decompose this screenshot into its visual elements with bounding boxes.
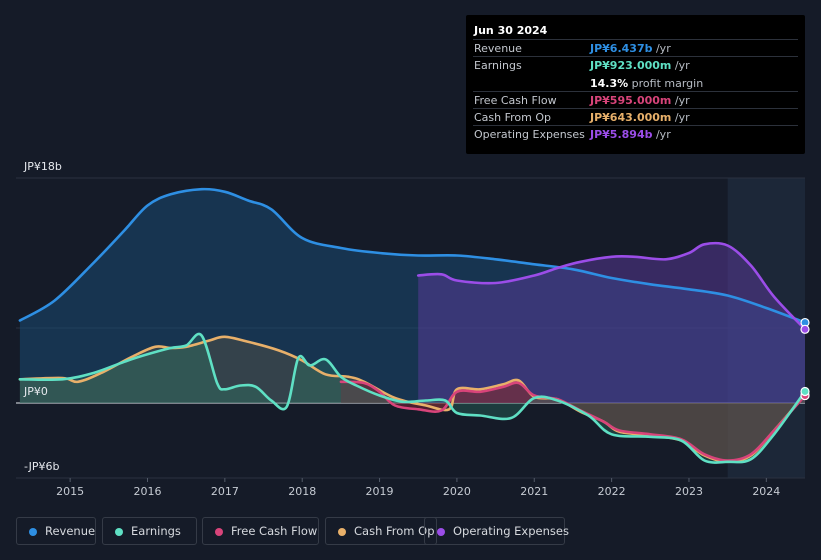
legend-dot-icon	[215, 528, 223, 536]
legend-dot-icon	[115, 528, 123, 536]
legend-label: Free Cash Flow	[231, 524, 318, 538]
tooltip-label: Revenue	[474, 42, 522, 55]
legend-dot-icon	[437, 528, 445, 536]
tooltip-row-earnings: Earnings JP¥923.000m /yr	[466, 56, 805, 73]
legend-item-operating-expenses[interactable]: Operating Expenses	[424, 517, 569, 545]
earnings-end-marker	[800, 386, 810, 397]
tooltip-value: JP¥5.894b /yr	[590, 128, 671, 141]
tooltip-label: Earnings	[474, 59, 522, 72]
tooltip-value: JP¥595.000m /yr	[590, 94, 690, 107]
legend-item-free-cash-flow[interactable]: Free Cash Flow	[202, 517, 319, 545]
x-tick-label: 2020	[443, 485, 471, 498]
operating-expenses-area	[418, 243, 805, 403]
earnings-area	[19, 333, 805, 463]
cash-from-op-area	[19, 336, 805, 462]
legend-label: Earnings	[131, 524, 181, 538]
legend-label: Operating Expenses	[453, 524, 569, 538]
x-axis-ticks: 2015 2016 2017 2018 2019 2020 2021 2022 2023 2024	[56, 478, 780, 498]
legend-item-cash-from-op[interactable]: Cash From Op	[325, 517, 437, 545]
tooltip-date: Jun 30 2024	[474, 24, 548, 37]
end-markers	[800, 317, 810, 401]
earnings-line	[18, 332, 807, 464]
tooltip-row-free-cash-flow: Free Cash Flow JP¥595.000m /yr	[466, 91, 805, 108]
operating-expenses-line	[416, 241, 807, 331]
legend-dot-icon	[29, 528, 37, 536]
tooltip-label: Cash From Op	[474, 111, 552, 124]
tooltip-row-revenue: Revenue JP¥6.437b /yr	[466, 39, 805, 56]
revenue-line	[18, 187, 807, 324]
legend-item-revenue[interactable]: Revenue	[16, 517, 96, 545]
x-tick-label: 2022	[598, 485, 626, 498]
tooltip-label: Free Cash Flow	[474, 94, 557, 107]
y-axis-labels: JP¥18b JP¥0 -JP¥6b	[23, 160, 62, 473]
legend-dot-icon	[338, 528, 346, 536]
free-cash-flow-area	[340, 381, 805, 461]
tooltip-row-cash-from-op: Cash From Op JP¥643.000m /yr	[466, 108, 805, 125]
operating-expenses-end-marker	[800, 324, 810, 334]
y-axis-label: JP¥18b	[23, 160, 62, 173]
legend-item-earnings[interactable]: Earnings	[102, 517, 197, 545]
series-lines	[18, 187, 807, 464]
x-tick-label: 2021	[520, 485, 548, 498]
tooltip-profit-margin: 14.3% profit margin	[590, 77, 704, 90]
tooltip: Jun 30 2024 Revenue JP¥6.437b /yr Earnin…	[466, 15, 805, 154]
x-tick-label: 2016	[134, 485, 162, 498]
y-axis-label: -JP¥6b	[24, 460, 59, 473]
x-tick-label: 2023	[675, 485, 703, 498]
x-tick-label: 2018	[288, 485, 316, 498]
x-tick-label: 2015	[56, 485, 84, 498]
x-tick-label: 2019	[366, 485, 394, 498]
tooltip-label: Operating Expenses	[474, 128, 585, 141]
x-tick-label: 2017	[211, 485, 239, 498]
y-axis-label: JP¥0	[23, 385, 48, 398]
legend-label: Revenue	[45, 524, 96, 538]
tooltip-value: JP¥6.437b /yr	[590, 42, 671, 55]
tooltip-value: JP¥643.000m /yr	[590, 111, 690, 124]
legend-label: Cash From Op	[354, 524, 435, 538]
x-tick-label: 2024	[752, 485, 780, 498]
tooltip-row-operating-expenses: Operating Expenses JP¥5.894b /yr	[466, 125, 805, 142]
series-areas	[19, 189, 805, 463]
tooltip-value: JP¥923.000m /yr	[590, 59, 690, 72]
